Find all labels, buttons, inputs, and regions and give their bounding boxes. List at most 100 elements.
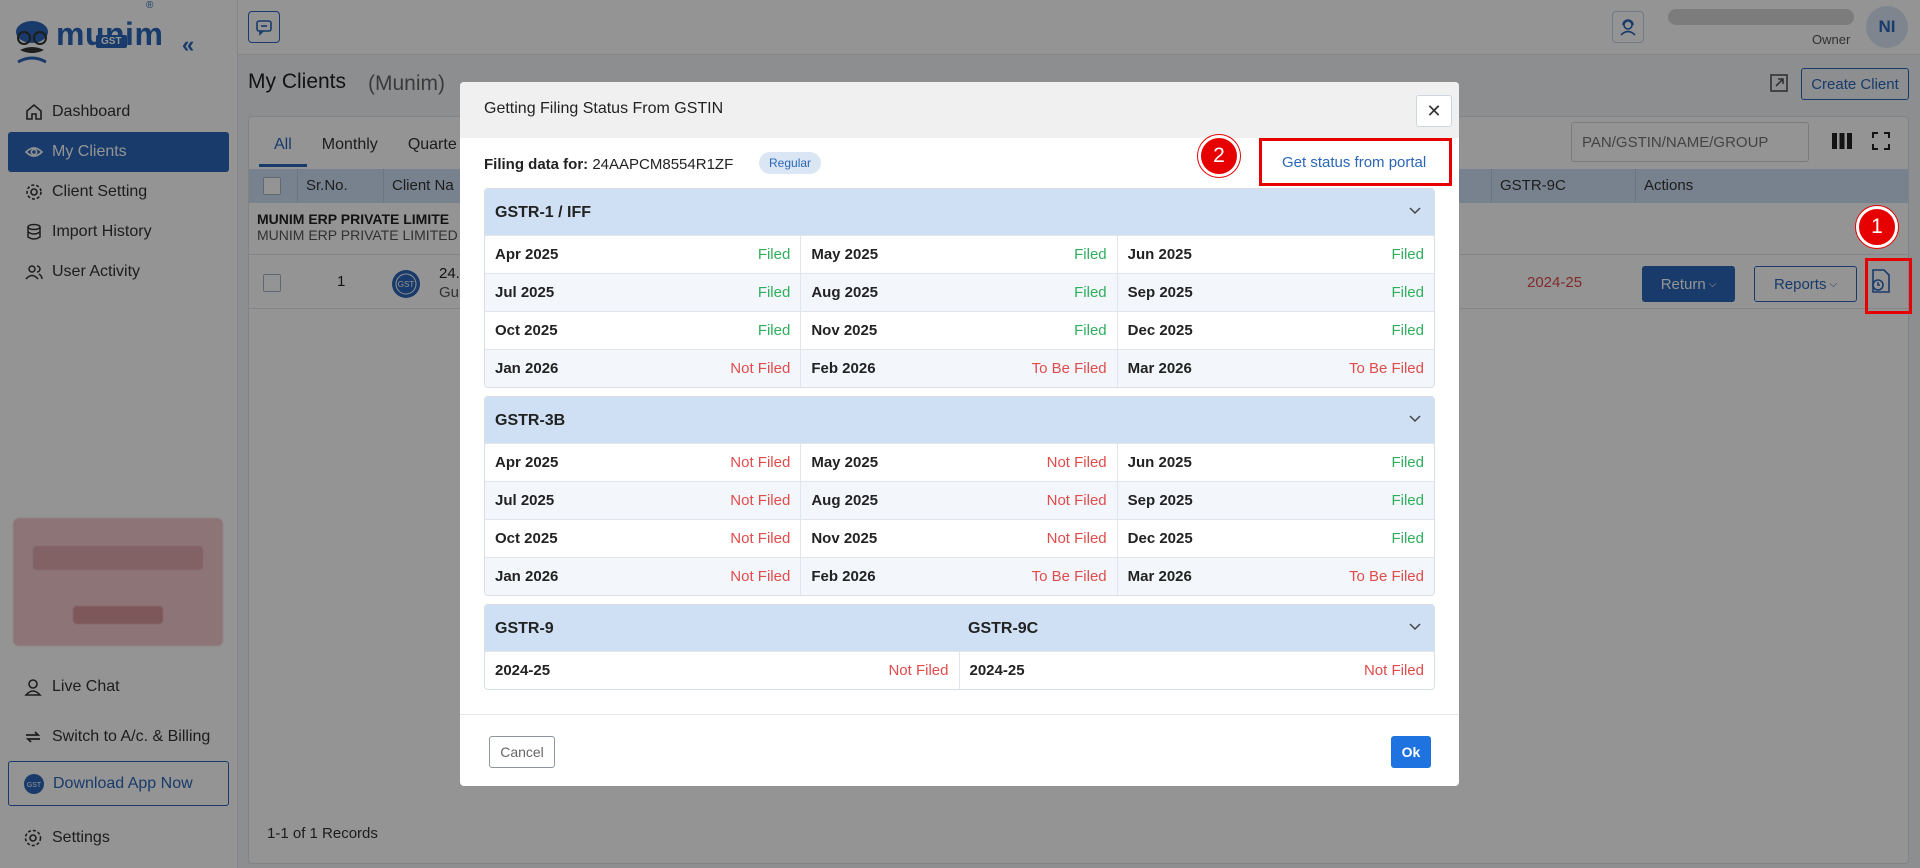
status-cell: Apr 2025 Not Filed xyxy=(485,443,802,481)
get-status-from-portal-link[interactable]: Get status from portal xyxy=(1282,154,1427,171)
period-label: Oct 2025 xyxy=(495,322,558,339)
period-label: Jul 2025 xyxy=(495,492,555,509)
period-label: Sep 2025 xyxy=(1127,284,1193,301)
switch-billing-link[interactable]: Switch to A/c. & Billing xyxy=(8,719,229,755)
gear-icon xyxy=(24,182,44,202)
chevron-down-icon xyxy=(1409,623,1421,631)
status-cell: May 2025 Not Filed xyxy=(801,443,1118,481)
reports-button[interactable]: Reports ⌵ xyxy=(1754,266,1857,302)
eye-icon xyxy=(24,142,44,162)
brand-reg: ® xyxy=(146,0,154,11)
gstr1-header[interactable]: GSTR-1 / IFF xyxy=(485,189,1434,235)
export-icon[interactable] xyxy=(1768,72,1790,94)
select-all-checkbox[interactable] xyxy=(263,177,281,195)
period-label: Feb 2026 xyxy=(811,568,876,585)
svg-text:GST: GST xyxy=(398,280,415,289)
period-label: Mar 2026 xyxy=(1127,568,1192,585)
row-checkbox[interactable] xyxy=(263,274,281,292)
gstr3b-grid: Apr 2025 Not Filed May 2025 Not Filed Jun … xyxy=(485,443,1434,595)
status-value: Filed xyxy=(757,284,791,301)
col-gstr9c[interactable]: GSTR-9C xyxy=(1491,169,1566,203)
sidebar-item-label: My Clients xyxy=(52,143,127,160)
status-value: Filed xyxy=(1391,492,1424,509)
filing-status-modal: Getting Filing Status From GSTIN ✕ Filin… xyxy=(460,82,1459,786)
period-label: Feb 2026 xyxy=(811,360,876,377)
feedback-button[interactable] xyxy=(248,11,280,43)
gstr9-header[interactable]: GSTR-9 GSTR-9C xyxy=(485,605,1434,651)
return-button[interactable]: Return ⌵ xyxy=(1642,266,1735,302)
gst-logo-icon: GST xyxy=(392,270,420,298)
status-cell: Dec 2025 Filed xyxy=(1117,311,1434,349)
status-cell: Oct 2025 Not Filed xyxy=(485,519,802,557)
avatar[interactable]: NI xyxy=(1866,6,1908,48)
sidebar-item-my-clients[interactable]: My Clients xyxy=(8,132,229,172)
filing-status-button[interactable] xyxy=(1866,264,1896,298)
promo-banner[interactable] xyxy=(13,518,223,646)
sidebar-item-dashboard[interactable]: Dashboard xyxy=(8,92,229,132)
status-cell: Nov 2025 Filed xyxy=(801,311,1118,349)
columns-icon[interactable] xyxy=(1831,131,1853,151)
download-app-button[interactable]: GST Download App Now xyxy=(8,761,229,806)
status-value: Not Filed xyxy=(1363,662,1424,679)
gstin-value: 24AAPCM8554R1ZF xyxy=(592,156,734,173)
status-cell: Aug 2025 Filed xyxy=(801,273,1118,311)
tab-quarterly[interactable]: Quarte xyxy=(407,136,457,153)
sidebar-item-client-setting[interactable]: Client Setting xyxy=(8,172,229,212)
col-srno[interactable]: Sr.No. xyxy=(297,169,348,203)
status-value: Not Filed xyxy=(730,454,791,471)
status-value: Not Filed xyxy=(730,530,791,547)
sidebar-item-label: Import History xyxy=(52,223,152,240)
ok-button[interactable]: Ok xyxy=(1391,736,1431,768)
user-role: Owner xyxy=(1812,32,1851,47)
gstr1-grid: Apr 2025 Filed May 2025 Filed Jun 2025 File… xyxy=(485,235,1434,387)
collapse-sidebar-icon[interactable]: « xyxy=(182,32,195,57)
modal-footer-divider xyxy=(460,714,1459,715)
support-button[interactable] xyxy=(1612,11,1644,43)
status-value: Filed xyxy=(1391,322,1424,339)
gstr3b-header[interactable]: GSTR-3B xyxy=(485,397,1434,443)
tab-all[interactable]: All xyxy=(259,123,307,167)
create-client-button[interactable]: Create Client xyxy=(1801,68,1909,100)
modal-header: Getting Filing Status From GSTIN ✕ xyxy=(460,82,1459,138)
status-cell: Jun 2025 Filed xyxy=(1117,235,1434,273)
switch-billing-label: Switch to A/c. & Billing xyxy=(52,728,211,745)
status-cell: 2024-25 Not Filed xyxy=(485,651,960,689)
cancel-button[interactable]: Cancel xyxy=(489,736,555,768)
period-label: Dec 2025 xyxy=(1127,530,1193,547)
tab-monthly[interactable]: Monthly xyxy=(321,136,378,153)
period-label: Dec 2025 xyxy=(1127,322,1193,339)
support-agent-icon xyxy=(1620,19,1636,36)
brand-badge: GST xyxy=(96,35,127,48)
group-title: MUNIM ERP PRIVATE LIMITE xyxy=(257,211,450,227)
row-client-name[interactable]: 24. xyxy=(439,265,460,282)
status-cell: Jan 2026 Not Filed xyxy=(485,557,802,595)
status-cell: Feb 2026 To Be Filed xyxy=(801,349,1118,387)
gstr3b-title: GSTR-3B xyxy=(495,412,566,429)
period-label: Jun 2025 xyxy=(1127,246,1192,263)
gstr9-grid: 2024-25 Not Filed 2024-25 Not Filed xyxy=(485,651,1434,689)
home-icon xyxy=(24,102,44,122)
status-cell: Mar 2026 To Be Filed xyxy=(1117,349,1434,387)
sidebar-item-label: User Activity xyxy=(52,263,141,280)
fullscreen-icon[interactable] xyxy=(1871,131,1891,151)
sidebar: munim GST ® « Dashboard My Clients Clien… xyxy=(0,0,238,868)
status-value: Filed xyxy=(757,246,791,263)
annotation-badge-2: 2 xyxy=(1198,135,1240,177)
col-client-name[interactable]: Client Na xyxy=(383,169,454,203)
user-name-blurred xyxy=(1668,9,1854,25)
period-label: Jan 2026 xyxy=(495,568,559,585)
gstr3b-section: GSTR-3B Apr 2025 Not Filed May 2025 Not Fi… xyxy=(484,396,1435,596)
status-cell: May 2025 Filed xyxy=(801,235,1118,273)
search-input[interactable] xyxy=(1571,122,1809,162)
users-icon xyxy=(24,262,44,282)
settings-link[interactable]: Settings xyxy=(8,820,229,856)
sidebar-item-import-history[interactable]: Import History xyxy=(8,212,229,252)
status-value: Not Filed xyxy=(730,568,791,585)
chevron-down-icon xyxy=(1409,207,1421,215)
close-button[interactable]: ✕ xyxy=(1416,95,1452,127)
return-label: Return xyxy=(1660,275,1706,293)
row-gstr9c-status[interactable]: 2024-25 xyxy=(1527,274,1583,291)
live-chat-link[interactable]: Live Chat xyxy=(8,669,229,705)
sidebar-item-user-activity[interactable]: User Activity xyxy=(8,252,229,292)
sidebar-item-label: Dashboard xyxy=(52,103,131,120)
